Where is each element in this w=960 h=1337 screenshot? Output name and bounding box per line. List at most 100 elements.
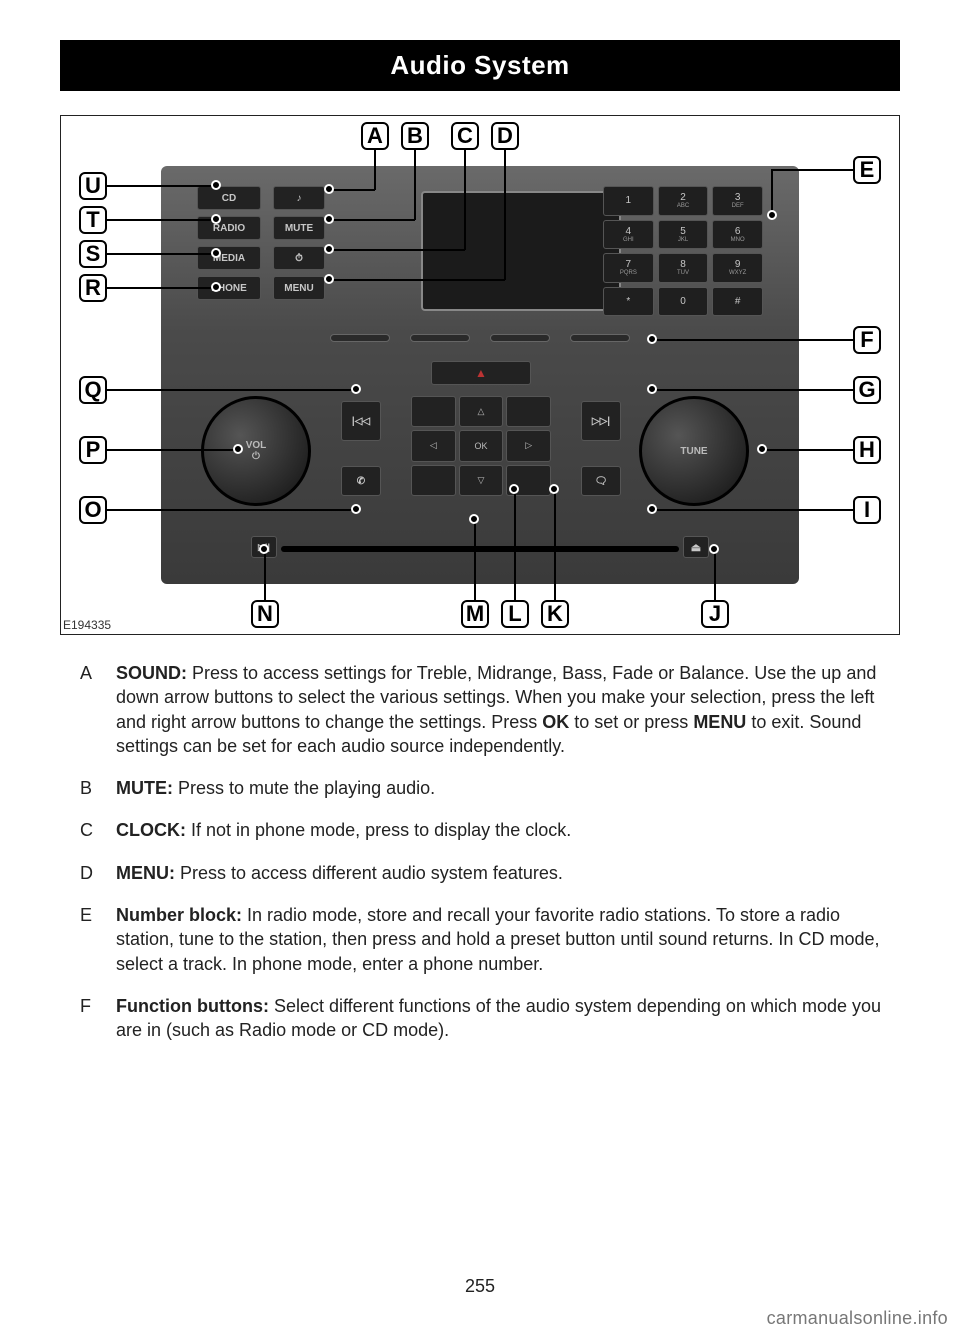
cd-button[interactable]: CD	[197, 186, 261, 210]
audio-diagram: CD RADIO MEDIA PHONE ♪ MUTE ⏱ MENU 12ABC…	[60, 115, 900, 635]
leader	[504, 150, 506, 280]
desc-text: SOUND: Press to access settings for Treb…	[116, 661, 900, 758]
leader	[653, 389, 853, 391]
keypad-key-3[interactable]: 3DEF	[712, 186, 763, 216]
seek-next-button[interactable]: ▷▷|	[581, 401, 621, 441]
leader-dot	[324, 274, 334, 284]
callout-d: D	[491, 122, 519, 150]
ok-pad[interactable]: △ ◁ OK ▷ ▽	[411, 396, 551, 496]
desc-letter: C	[60, 818, 116, 842]
keypad-key-4[interactable]: 4GHI	[603, 220, 654, 250]
left-arrow: ◁	[411, 430, 456, 461]
desc-row-e: ENumber block: In radio mode, store and …	[60, 903, 900, 976]
leader-dot	[211, 180, 221, 190]
leader	[264, 550, 266, 600]
leader	[773, 169, 853, 171]
keypad-key-1[interactable]: 1	[603, 186, 654, 216]
page-number: 255	[0, 1276, 960, 1297]
keypad-key-9[interactable]: 9WXYZ	[712, 253, 763, 283]
keypad-key-5[interactable]: 5JKL	[658, 220, 709, 250]
leader-dot	[757, 444, 767, 454]
desc-text: MUTE: Press to mute the playing audio.	[116, 776, 900, 800]
keypad-key-0[interactable]: 0	[658, 287, 709, 317]
function-buttons[interactable]	[341, 334, 619, 350]
display-screen	[421, 191, 621, 311]
leader-dot	[324, 244, 334, 254]
eject-button[interactable]: ⏏	[683, 536, 709, 558]
leader-dot	[351, 504, 361, 514]
leader-dot	[709, 544, 719, 554]
keypad-key-#[interactable]: #	[712, 287, 763, 317]
clock-button[interactable]: ⏱	[273, 246, 325, 270]
leader	[554, 490, 556, 600]
leader-dot	[469, 514, 479, 524]
number-block[interactable]: 12ABC3DEF 4GHI5JKL6MNO 7PQRS8TUV9WXYZ *0#	[603, 186, 763, 316]
keypad-key-2[interactable]: 2ABC	[658, 186, 709, 216]
leader-dot	[259, 544, 269, 554]
callout-p: P	[79, 436, 107, 464]
keypad-key-*[interactable]: *	[603, 287, 654, 317]
leader	[653, 339, 853, 341]
leader-dot	[324, 214, 334, 224]
description-list: ASOUND: Press to access settings for Tre…	[60, 661, 900, 1043]
sound-button[interactable]: ♪	[273, 186, 325, 210]
desc-letter: B	[60, 776, 116, 800]
leader-dot	[324, 184, 334, 194]
leader	[771, 169, 773, 214]
callout-l: L	[501, 600, 529, 628]
leader	[653, 509, 853, 511]
desc-text: MENU: Press to access different audio sy…	[116, 861, 900, 885]
callout-r: R	[79, 274, 107, 302]
figure-reference: E194335	[63, 618, 111, 632]
voice-button[interactable]: 🗨	[581, 466, 621, 496]
volume-knob[interactable]: VOL ⏻	[201, 396, 311, 506]
seek-prev-button[interactable]: |◁◁	[341, 401, 381, 441]
down-arrow: ▽	[459, 465, 504, 496]
callout-u: U	[79, 172, 107, 200]
leader-dot	[647, 504, 657, 514]
desc-letter: E	[60, 903, 116, 976]
tune-knob[interactable]: TUNE	[639, 396, 749, 506]
leader	[374, 150, 376, 190]
section-header: Audio System	[60, 40, 900, 91]
audio-panel: CD RADIO MEDIA PHONE ♪ MUTE ⏱ MENU 12ABC…	[161, 166, 799, 584]
desc-row-f: FFunction buttons: Select different func…	[60, 994, 900, 1043]
callout-m: M	[461, 600, 489, 628]
leader	[329, 249, 465, 251]
leader	[107, 509, 355, 511]
callout-a: A	[361, 122, 389, 150]
leader-dot	[211, 282, 221, 292]
desc-row-c: CCLOCK: If not in phone mode, press to d…	[60, 818, 900, 842]
leader	[107, 219, 215, 221]
phone-icon-button[interactable]: ✆	[341, 466, 381, 496]
leader-dot	[767, 210, 777, 220]
callout-g: G	[853, 376, 881, 404]
hazard-button[interactable]: ▲	[431, 361, 531, 385]
callout-e: E	[853, 156, 881, 184]
desc-text: Function buttons: Select different funct…	[116, 994, 900, 1043]
leader	[514, 490, 516, 600]
mute-button[interactable]: MUTE	[273, 216, 325, 240]
leader	[464, 150, 466, 250]
callout-n: N	[251, 600, 279, 628]
leader	[329, 219, 415, 221]
desc-letter: F	[60, 994, 116, 1043]
leader-dot	[549, 484, 559, 494]
callout-t: T	[79, 206, 107, 234]
leader	[763, 449, 853, 451]
leader	[107, 253, 215, 255]
menu-button[interactable]: MENU	[273, 276, 325, 300]
keypad-key-7[interactable]: 7PQRS	[603, 253, 654, 283]
callout-k: K	[541, 600, 569, 628]
media-button[interactable]: MEDIA	[197, 246, 261, 270]
desc-letter: D	[60, 861, 116, 885]
leader-dot	[211, 214, 221, 224]
desc-text: CLOCK: If not in phone mode, press to di…	[116, 818, 900, 842]
cd-slot[interactable]	[281, 546, 679, 552]
keypad-key-8[interactable]: 8TUV	[658, 253, 709, 283]
callout-q: Q	[79, 376, 107, 404]
callout-h: H	[853, 436, 881, 464]
keypad-key-6[interactable]: 6MNO	[712, 220, 763, 250]
callout-i: I	[853, 496, 881, 524]
leader	[107, 389, 355, 391]
